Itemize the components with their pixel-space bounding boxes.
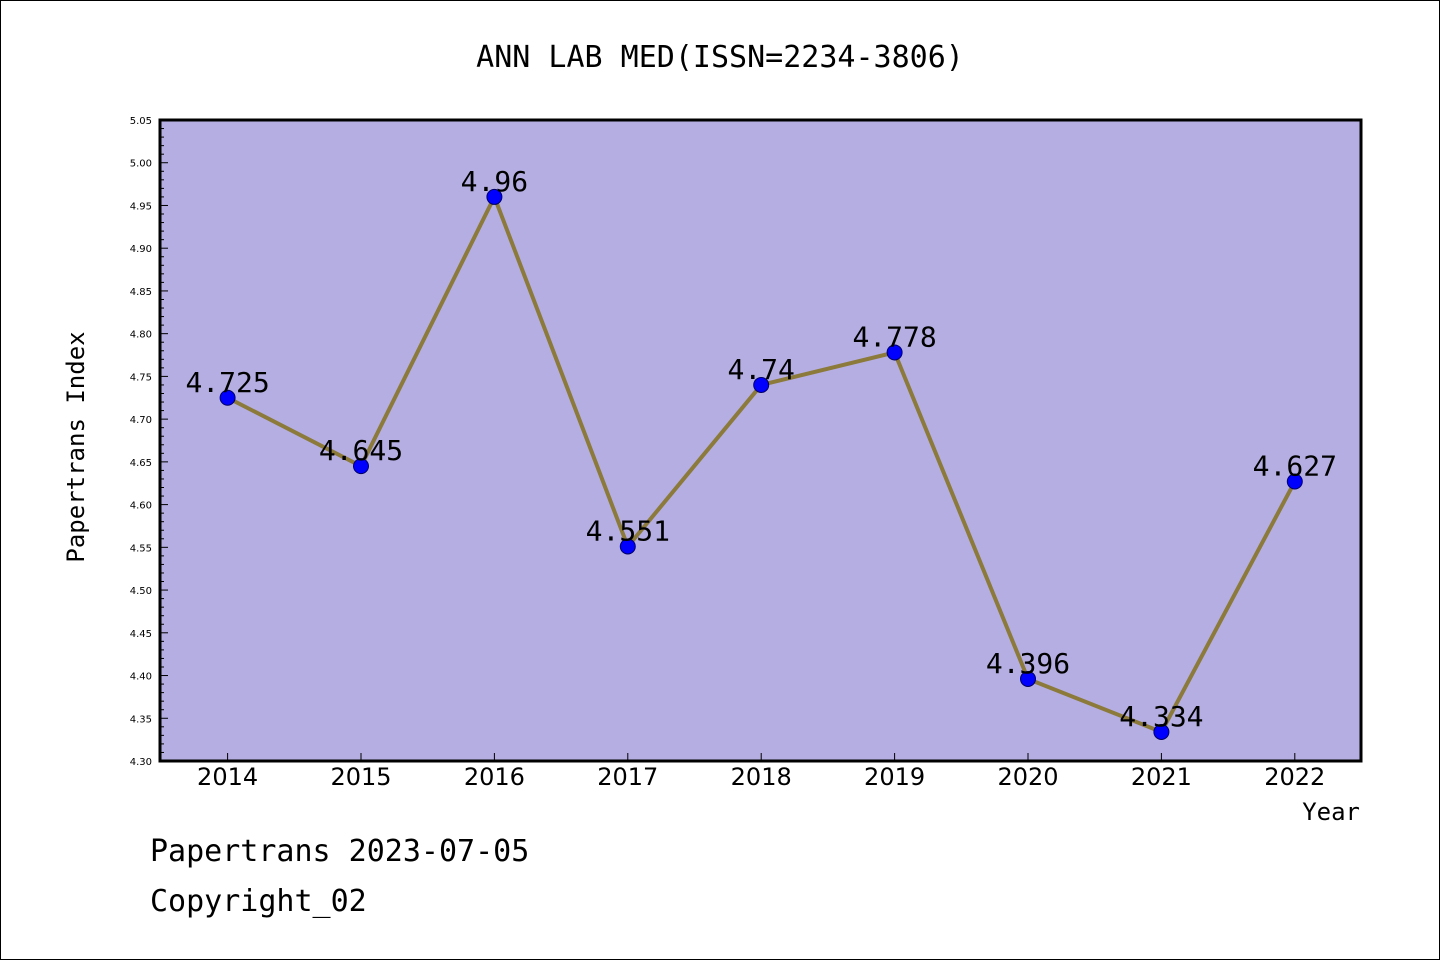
- x-axis-title: Year: [1302, 798, 1360, 826]
- y-tick-label: 4.55: [130, 543, 152, 554]
- y-axis-title: Papertrans Index: [62, 331, 90, 562]
- data-point-marker: [1286, 473, 1303, 490]
- data-label: 4.96: [461, 165, 528, 198]
- y-tick-label: 5.00: [130, 159, 152, 170]
- data-label: 4.551: [586, 514, 670, 547]
- footer-date: Papertrans 2023-07-05: [150, 834, 530, 869]
- footer-copyright: Copyright_02: [150, 884, 367, 919]
- data-point-marker: [353, 458, 369, 475]
- data-point-marker: [219, 389, 236, 406]
- x-tick-label: 2019: [864, 763, 925, 791]
- y-tick-label: 4.35: [130, 714, 152, 725]
- data-point-marker: [486, 188, 503, 205]
- y-tick-label: 4.60: [130, 501, 152, 512]
- chart-title: ANN LAB MED(ISSN=2234-3806): [476, 40, 964, 75]
- y-axis: 4.30 4.35 4.40 4.45 4.50 4.55 4.60 4.65 4.70 4.75…: [130, 116, 168, 768]
- y-tick-label: 4.40: [130, 672, 152, 683]
- x-tick-label: 2021: [1131, 763, 1192, 791]
- data-label: 4.778: [852, 320, 936, 353]
- data-label: 4.645: [319, 434, 403, 467]
- y-tick-label: 4.45: [130, 629, 152, 640]
- series-markers: [219, 188, 1303, 740]
- data-point-marker: [753, 376, 770, 393]
- y-tick-label: 4.90: [130, 244, 152, 255]
- data-label: 4.396: [986, 647, 1070, 680]
- y-tick-label: 5.05: [130, 116, 152, 127]
- y-tick-label: 4.30: [130, 757, 152, 768]
- data-point-marker: [886, 344, 903, 361]
- data-labels: 4.725 4.645 4.96 4.551 4.74 4.778 4.396 4.334 4.…: [185, 165, 1336, 733]
- data-point-marker: [1153, 723, 1170, 740]
- x-axis: 2014 2015 2016 2017 2018 2019 2020 2021 2022: [197, 753, 1325, 791]
- data-label: 4.725: [185, 366, 269, 399]
- data-label: 4.74: [727, 353, 794, 386]
- x-tick-label: 2015: [330, 763, 391, 791]
- data-label: 4.627: [1253, 450, 1337, 483]
- y-tick-label: 4.70: [130, 415, 152, 426]
- y-tick-label: 4.50: [130, 586, 152, 597]
- x-tick-label: 2016: [464, 763, 525, 791]
- y-tick-label: 4.65: [130, 458, 152, 469]
- y-tick-label: 4.80: [130, 330, 152, 341]
- data-point-marker: [619, 538, 636, 555]
- y-tick-label: 4.75: [130, 372, 152, 383]
- x-tick-label: 2022: [1264, 763, 1325, 791]
- data-label: 4.334: [1119, 700, 1203, 733]
- x-tick-label: 2018: [731, 763, 792, 791]
- y-tick-label: 4.85: [130, 287, 152, 298]
- x-tick-label: 2017: [597, 763, 658, 791]
- y-tick-label: 4.95: [130, 201, 152, 212]
- x-tick-label: 2014: [197, 763, 258, 791]
- plot-area: [158, 118, 1363, 763]
- x-tick-label: 2020: [997, 763, 1058, 791]
- data-point-marker: [1020, 670, 1036, 687]
